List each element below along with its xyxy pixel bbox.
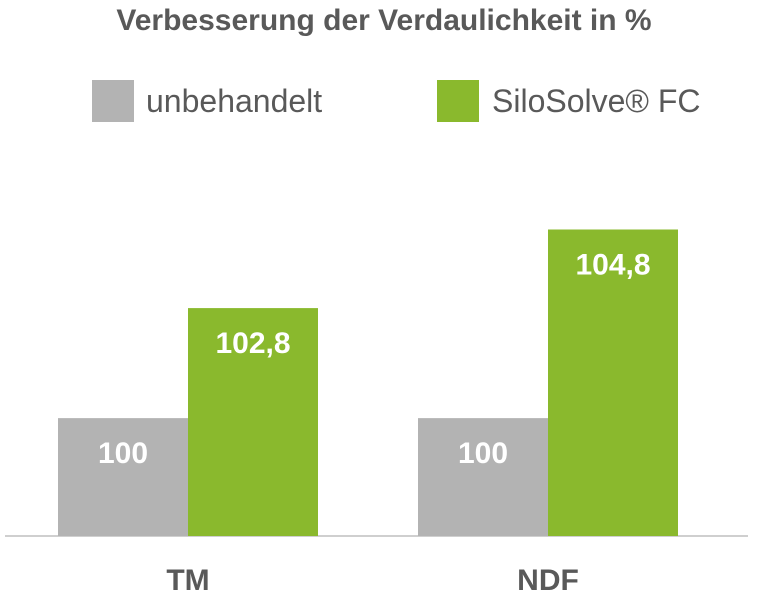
bar-ndf-series-1 <box>548 229 678 536</box>
chart-title: Verbesserung der Verdaulichkeit in % <box>116 4 652 37</box>
legend-label-unbehandelt: unbehandelt <box>146 83 323 119</box>
data-label-tm-series-1: 102,8 <box>215 327 290 360</box>
bar-ndf-series-0 <box>418 418 548 536</box>
category-label-tm: TM <box>166 564 209 597</box>
legend-swatch-unbehandelt <box>92 80 134 122</box>
data-label-tm-series-0: 100 <box>98 437 148 470</box>
bar-tm-series-1 <box>188 308 318 536</box>
data-label-ndf-series-1: 104,8 <box>575 249 650 282</box>
data-label-ndf-series-0: 100 <box>458 437 508 470</box>
legend-swatch-silosolve <box>437 80 479 122</box>
legend-label-silosolve: SiloSolve® FC <box>492 83 701 119</box>
bar-tm-series-0 <box>58 418 188 536</box>
category-label-ndf: NDF <box>517 564 579 597</box>
